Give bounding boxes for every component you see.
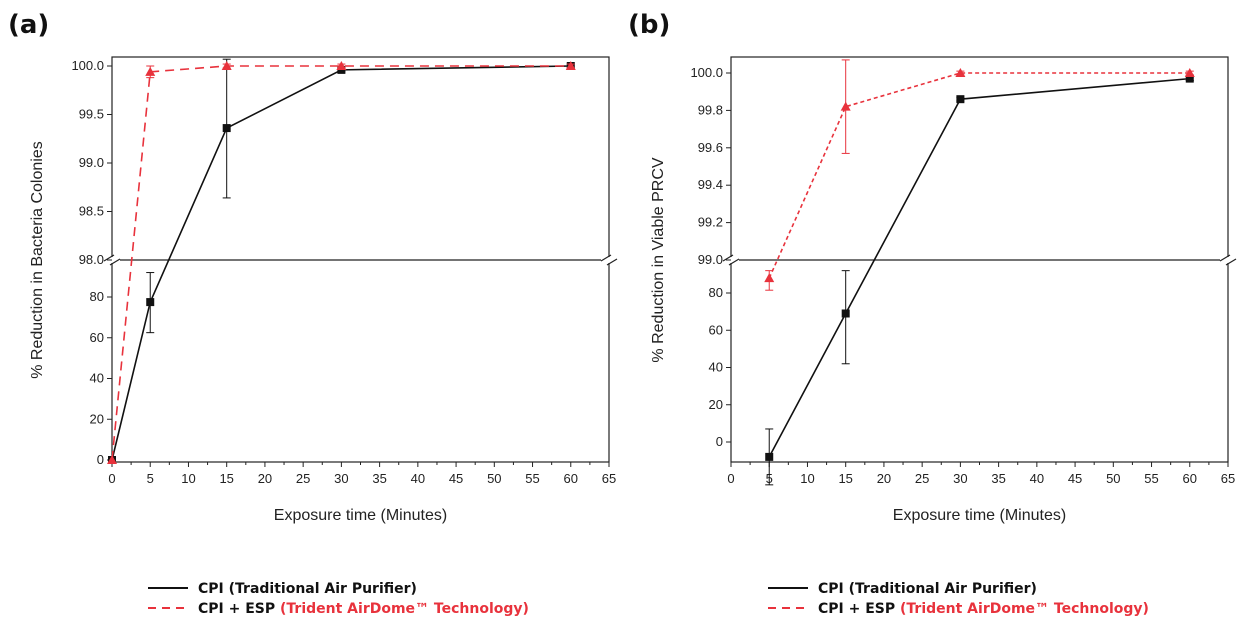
data-point [222,124,231,133]
x-tick-label: 55 [525,471,539,486]
y-tick-label: 99.8 [698,102,723,117]
data-point [841,309,850,318]
legend-series-name: CPI + ESP [818,601,900,617]
x-tick-label: 40 [1030,471,1044,486]
legend-series-note: (Traditional Air Purifier) [849,581,1037,597]
y-tick-label: 100.0 [71,58,104,73]
legend-label: CPI (Traditional Air Purifier) [198,581,417,597]
y-tick-label: 40 [90,371,104,386]
x-tick-label: 10 [800,471,814,486]
y-tick-label: 99.4 [698,177,723,192]
data-point [765,452,774,461]
x-tick-label: 50 [1106,471,1120,486]
legend-label: CPI (Traditional Air Purifier) [818,581,1037,597]
legend-a: CPI (Traditional Air Purifier) CPI + ESP … [148,581,529,617]
y-tick-label: 60 [90,330,104,345]
x-tick-label: 65 [1221,471,1235,486]
x-tick-label: 35 [372,471,386,486]
panel-label: (a) [8,10,49,40]
panel-a: (a) 0 5 10 15 20 25 30 35 40 45 50 55 60 65 98.0 98.5 99.… [8,10,618,524]
series-line [768,72,1190,279]
y-tick-label: 99.0 [79,155,104,170]
panel-b: (b)0510152025303540455055606599.099.299.… [628,10,1237,524]
data-point [955,68,966,77]
data-point [221,61,232,70]
data-point [146,298,155,307]
x-axis-title: Exposure time (Minutes) [274,507,447,524]
data-point [336,61,347,70]
y-tick-label: 0 [716,434,723,449]
x-tick-label: 45 [1068,471,1082,486]
data-point [1185,74,1194,83]
x-axis-title: Exposure time (Minutes) [893,507,1066,524]
y-tick-label: 20 [90,411,104,426]
series-cpi [765,74,1194,486]
y-tick-label: 60 [709,322,723,337]
y-tick-label: 98.5 [79,204,104,219]
x-tick-label: 40 [411,471,425,486]
y-tick-label: 80 [90,289,104,304]
y-tick-label: 40 [709,360,723,375]
x-tick-label: 50 [487,471,501,486]
panel-label: (b) [628,10,670,40]
x-tick-label: 55 [1144,471,1158,486]
x-tick-label: 65 [602,471,616,486]
y-tick-label: 99.5 [79,107,104,122]
y-axis-title: % Reduction in Bacteria Colonies [29,141,46,378]
x-tick-label: 30 [953,471,967,486]
x-tick-label: 5 [147,471,154,486]
data-point [565,61,576,70]
x-tick-label: 25 [915,471,929,486]
legend-label: CPI + ESP (Trident AirDome™ Technology) [818,601,1149,617]
y-tick-label: 99.0 [698,252,723,267]
y-axis-title: % Reduction in Viable PRCV [650,157,667,362]
x-tick-label: 0 [108,471,115,486]
data-point [107,455,117,464]
y-tick-label: 80 [709,285,723,300]
axis-break-mark [1219,254,1237,266]
x-tick-label: 30 [334,471,348,486]
x-tick-label: 35 [991,471,1005,486]
x-tick-label: 20 [877,471,891,486]
series-cpi-esp [764,59,1195,291]
y-tick-label: 99.6 [698,140,723,155]
legend-series-name: CPI + ESP [198,601,280,617]
legend-series-note: (Traditional Air Purifier) [229,581,417,597]
data-point [956,95,965,104]
series-cpi [108,58,575,464]
data-point [764,273,775,283]
y-tick-label: 99.2 [698,215,723,230]
series-line [112,65,571,461]
legend-series-note: (Trident AirDome™ Technology) [900,601,1149,617]
x-tick-label: 45 [449,471,463,486]
data-point [840,101,851,111]
legend-label: CPI + ESP (Trident AirDome™ Technology) [198,601,529,617]
axis-break-mark [600,254,618,266]
data-point [145,66,156,76]
x-tick-label: 60 [1183,471,1197,486]
y-tick-label: 100.0 [690,65,723,80]
y-tick-label: 98.0 [79,252,104,267]
x-tick-label: 15 [838,471,852,486]
series-line [768,77,1190,458]
x-tick-label: 15 [219,471,233,486]
y-tick-label: 0 [97,452,104,467]
series-cpi-esp [107,61,576,464]
x-tick-label: 10 [181,471,195,486]
x-tick-label: 0 [727,471,734,486]
y-tick-label: 20 [709,397,723,412]
series-line [112,65,571,461]
x-tick-label: 25 [296,471,310,486]
x-tick-label: 60 [564,471,578,486]
legend-b: CPI (Traditional Air Purifier) CPI + ESP … [768,581,1149,617]
legend-series-note: (Trident AirDome™ Technology) [280,601,529,617]
x-tick-label: 20 [258,471,272,486]
data-point [1184,68,1195,77]
legend-series-name: CPI [198,581,229,597]
legend-series-name: CPI [818,581,849,597]
